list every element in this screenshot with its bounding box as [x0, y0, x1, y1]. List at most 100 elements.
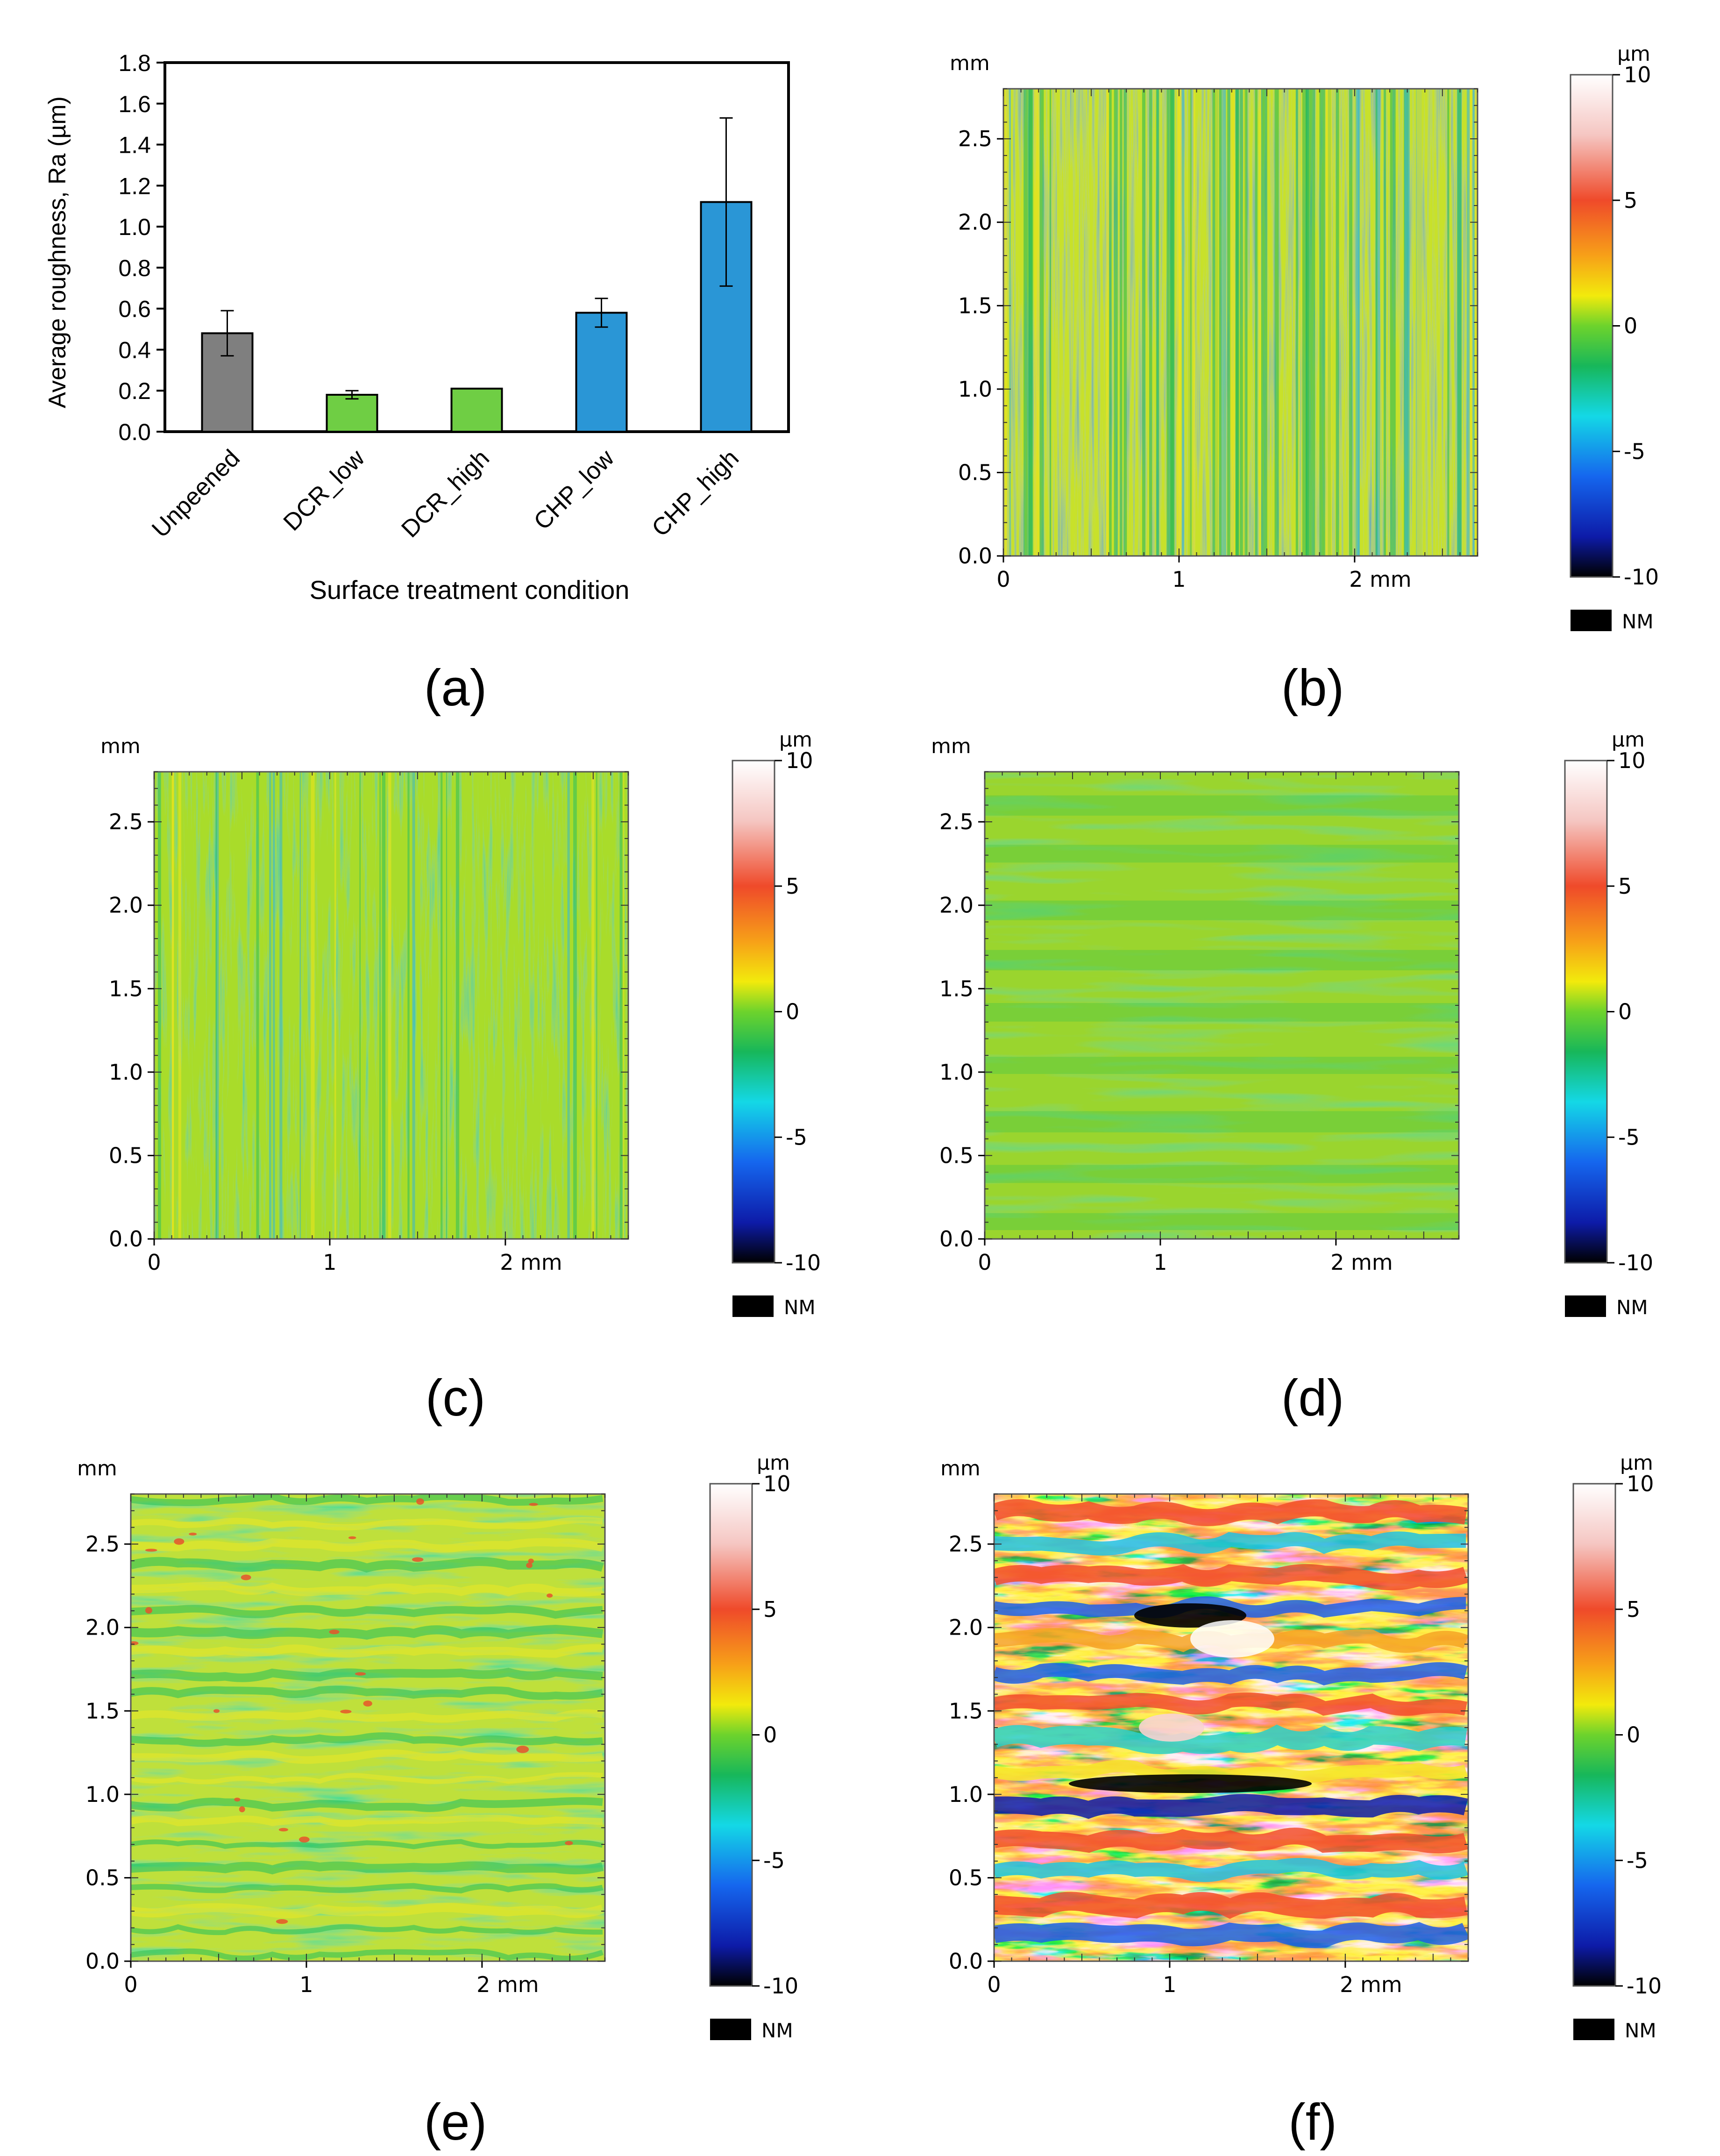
roughness-bar-chart: 0.0 0.2 0.4 0.6 0.8 1.0 1.2 1.4 1.6 1.8 Unpeened D…: [44, 50, 790, 605]
map-y-tick-label: 0.0: [958, 543, 992, 569]
map-x-tick-label: 1: [1153, 1250, 1167, 1275]
colorbar-tick-label: 10: [1618, 748, 1646, 773]
colorbar-tick-label: 5: [1624, 188, 1637, 213]
map-y-tick-label: 0.0: [109, 1226, 143, 1252]
panel-label-e: (e): [424, 2093, 487, 2151]
colorbar-tick-label: -5: [763, 1848, 785, 1873]
nm-label: NM: [784, 1296, 816, 1319]
map-y-tick-label: 0.0: [949, 1949, 983, 1974]
colorbar-gradient: [732, 760, 775, 1264]
map-y-tick-label: 0.5: [109, 1143, 143, 1168]
bar-DCR_high: [450, 387, 503, 433]
map-y-tick-label: 0.5: [949, 1865, 983, 1890]
nm-label: NM: [1616, 1296, 1648, 1319]
colorbar-unit-label: µm: [757, 1451, 790, 1475]
map-y-tick-label: 2.0: [939, 893, 974, 918]
map-y-tick-label: 1.0: [958, 377, 992, 402]
nm-swatch: [1571, 610, 1612, 631]
colorbar-unit-label: µm: [1612, 728, 1645, 752]
map-x-tick-label: 0: [978, 1250, 991, 1275]
colorbar-tick-label: 0: [1627, 1722, 1640, 1748]
bar-x-tick-label: Unpeened: [147, 444, 245, 543]
nm-label: NM: [1625, 2019, 1656, 2042]
map-y-unit-label: mm: [100, 734, 141, 758]
height-map-image: [994, 1494, 1468, 1961]
bar-y-tick-label: 1.8: [118, 50, 151, 76]
map-y-tick-label: 2.5: [109, 809, 143, 834]
bar-x-tick-label: CHP_high: [647, 444, 744, 542]
map-y-tick-label: 0.0: [85, 1949, 120, 1974]
map-y-tick-label: 2.5: [958, 126, 992, 151]
map-x-tick-label: 0: [987, 1972, 1001, 1997]
map-y-unit-label: mm: [77, 1457, 117, 1480]
colorbar-tick-label: 5: [763, 1597, 777, 1622]
map-y-tick-label: 2.5: [85, 1531, 120, 1557]
map-y-tick-label: 1.5: [958, 293, 992, 318]
colorbar-tick-label: -5: [1627, 1848, 1648, 1873]
map-x-tick-label: 1: [1172, 567, 1186, 592]
panel-label-f: (f): [1288, 2093, 1337, 2151]
colorbar-tick-label: 0: [786, 999, 799, 1025]
bar-x-ticks: Unpeened DCR_low DCR_high CHP_low CHP_high: [147, 444, 744, 543]
nm-label: NM: [761, 2019, 793, 2042]
colorbar-unit-label: µm: [779, 728, 812, 752]
bar-y-tick-label: 0.4: [118, 337, 151, 363]
map-y-tick-label: 2.5: [939, 809, 974, 834]
map-y-tick-label: 2.0: [85, 1615, 120, 1640]
map-x-tick-label: 1: [323, 1250, 336, 1275]
bar-y-tick-label: 0.0: [118, 419, 151, 445]
map-x-tick-label: 2 mm: [1340, 1972, 1402, 1997]
colorbar-unit-label: µm: [1617, 42, 1650, 66]
panel-label-d: (d): [1281, 1369, 1344, 1427]
colorbar-tick-label: 10: [1624, 62, 1651, 87]
map-y-unit-label: mm: [940, 1457, 981, 1480]
height-map-image: [131, 1494, 605, 1961]
colorbar-tick-label: 5: [786, 874, 799, 899]
colorbar-tick-label: 0: [1624, 313, 1637, 339]
bar-plot-area: [163, 61, 790, 433]
colorbar-tick-label: -10: [1624, 564, 1659, 590]
bar-x-tick-label: DCR_low: [278, 444, 370, 536]
panel-label-b: (b): [1281, 659, 1344, 717]
map-x-tick-label: 2 mm: [476, 1972, 539, 1997]
colorbar-tick-label: 0: [1618, 999, 1632, 1025]
nm-swatch: [710, 2019, 751, 2040]
map-x-tick-label: 0: [124, 1972, 137, 1997]
bar-y-tick-label: 0.6: [118, 296, 151, 322]
colorbar-tick-label: -10: [786, 1250, 821, 1275]
colorbar-tick-label: 0: [763, 1722, 777, 1748]
bar-x-axis-label: Surface treatment condition: [310, 575, 630, 605]
colorbar-tick-label: 10: [763, 1471, 791, 1496]
colorbar-tick-label: -5: [1618, 1124, 1640, 1150]
map-x-tick-label: 0: [996, 567, 1010, 592]
colorbar-tick-label: -10: [1618, 1250, 1653, 1275]
bar-DCR_low: [326, 394, 378, 433]
bar-y-axis-label: Average roughness, Ra (µm): [44, 96, 71, 408]
nm-swatch: [1573, 2019, 1614, 2040]
nm-label: NM: [1622, 610, 1654, 633]
colorbar-tick-label: 5: [1627, 1597, 1640, 1622]
map-y-tick-label: 2.0: [949, 1615, 983, 1640]
panel-label-c: (c): [426, 1369, 485, 1427]
bar-y-tick-label: 0.2: [118, 378, 151, 404]
bar-y-tick-label: 1.0: [118, 214, 151, 240]
colorbar-gradient: [709, 1483, 753, 1987]
colorbar-tick-label: 5: [1618, 874, 1632, 899]
colorbar-gradient: [1572, 1483, 1616, 1987]
colorbar-tick-label: 10: [786, 748, 813, 773]
bar-y-tick-label: 1.6: [118, 91, 151, 117]
height-map-image: [985, 772, 1459, 1239]
nm-swatch: [732, 1295, 774, 1317]
panel-label-a: (a): [424, 659, 487, 717]
map-y-tick-label: 1.0: [109, 1060, 143, 1085]
